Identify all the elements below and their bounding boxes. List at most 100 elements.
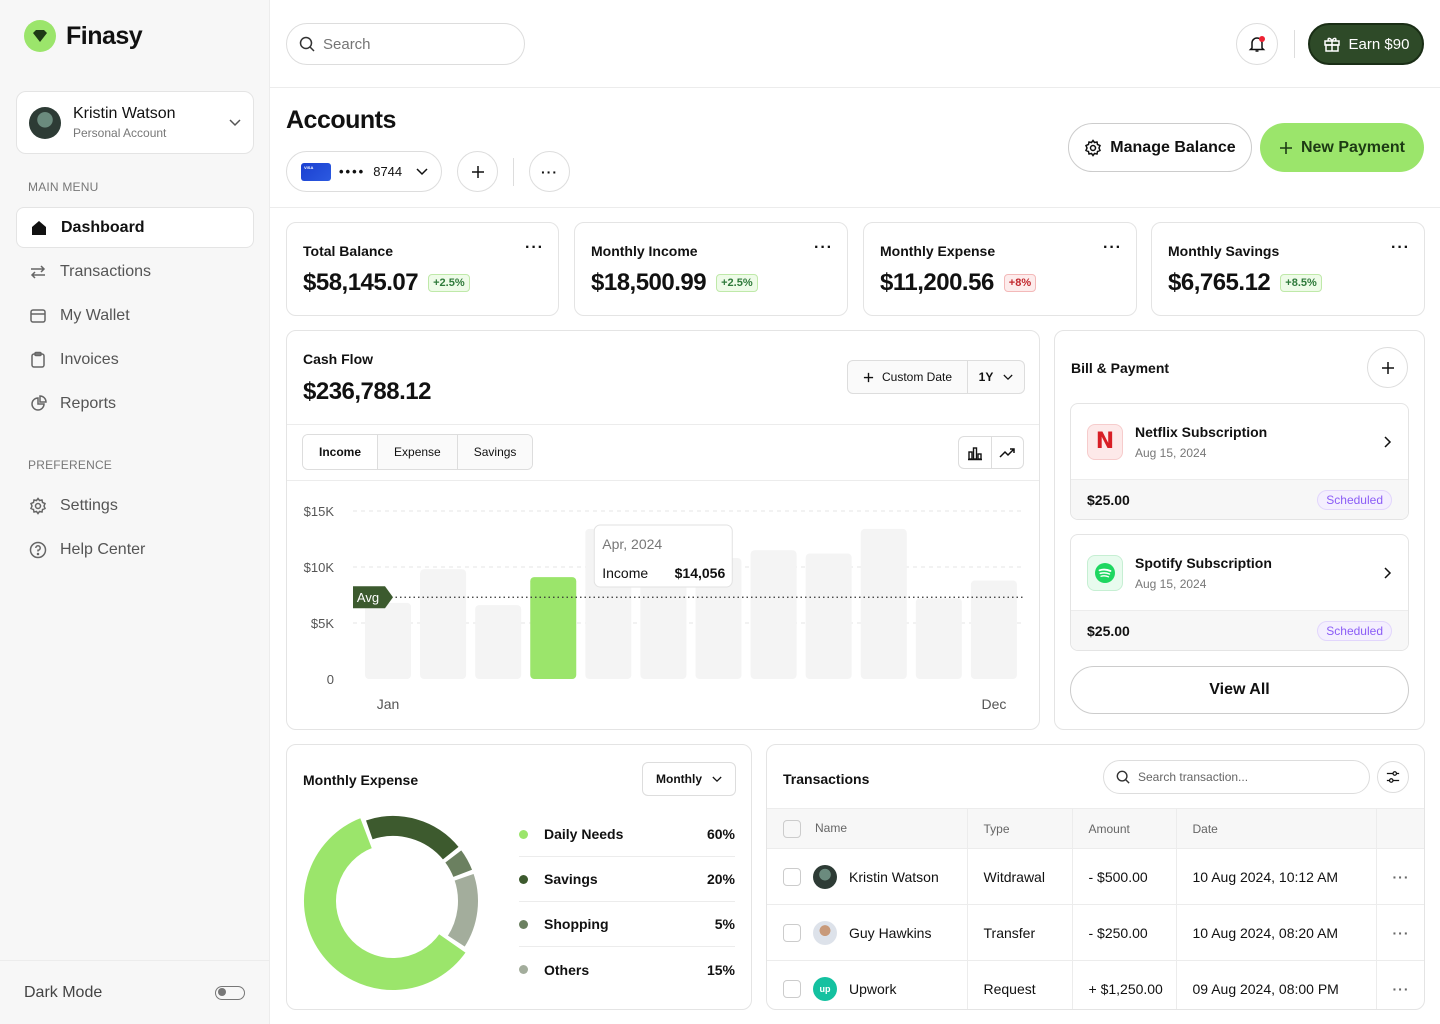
row-checkbox[interactable]	[783, 867, 801, 886]
more-icon[interactable]: ···	[525, 239, 544, 256]
sidebar-item-dashboard[interactable]: Dashboard	[16, 207, 254, 248]
x-tick-label: Jan	[377, 696, 400, 712]
table-row[interactable]: Guy Hawkins Transfer - $250.00 10 Aug 20…	[767, 904, 1424, 961]
legend-dot	[519, 829, 528, 839]
sidebar-item-invoices[interactable]: Invoices	[16, 339, 254, 380]
custom-date-button[interactable]: Custom Date	[848, 361, 968, 393]
period-select[interactable]: Monthly	[642, 762, 736, 796]
stat-label: Monthly Income	[591, 243, 698, 259]
sidebar-item-transactions[interactable]: Transactions	[16, 251, 254, 292]
main-menu-label: MAIN MENU	[28, 180, 99, 194]
sidebar-item-my-wallet[interactable]: My Wallet	[16, 295, 254, 336]
tab-savings[interactable]: Savings	[457, 435, 533, 469]
more-icon[interactable]: ···	[1392, 980, 1410, 997]
gear-icon	[28, 496, 48, 516]
chevron-right-icon	[1384, 566, 1392, 579]
search-icon	[299, 36, 315, 52]
chart-bar	[805, 553, 852, 679]
add-bill-button[interactable]	[1367, 347, 1408, 388]
notification-dot	[1259, 36, 1265, 42]
gift-icon	[1323, 37, 1340, 52]
legend-item: Savings 20%	[519, 857, 735, 902]
tx-name: Guy Hawkins	[849, 924, 932, 941]
tx-type: Transfer	[967, 904, 1073, 961]
logo[interactable]: Finasy	[24, 20, 143, 52]
more-icon[interactable]: ···	[1392, 924, 1410, 941]
y-tick-label: $10K	[304, 560, 335, 575]
y-tick-label: $15K	[304, 504, 335, 519]
logo-icon	[24, 20, 56, 52]
filter-button[interactable]	[1377, 761, 1409, 793]
cash-flow-tabs: Income Expense Savings	[302, 434, 534, 470]
new-payment-label: New Payment	[1300, 138, 1406, 156]
chart-bar	[915, 598, 962, 679]
change-badge: +8.5%	[1280, 274, 1322, 292]
sidebar-item-help-center[interactable]: Help Center	[16, 529, 254, 570]
select-all-checkbox[interactable]	[783, 819, 801, 838]
column-header-date: Date	[1176, 808, 1377, 849]
search-box[interactable]	[286, 23, 525, 65]
view-all-button[interactable]: View All	[1070, 666, 1409, 714]
change-badge: +2.5%	[428, 274, 470, 292]
avatar	[813, 920, 837, 945]
monthly-expense-panel: Monthly Expense Monthly Daily Needs 60% …	[286, 744, 752, 1010]
x-tick-label: Dec	[981, 696, 1006, 712]
bill-amount: $25.00	[1087, 492, 1130, 508]
more-options-button[interactable]: ···	[529, 151, 570, 192]
chart-bar	[695, 558, 742, 679]
row-checkbox[interactable]	[783, 979, 801, 998]
avatar	[813, 864, 837, 889]
line-chart-button[interactable]	[992, 437, 1024, 468]
sidebar-item-label: Help Center	[60, 540, 146, 558]
table-row[interactable]: up Upwork Request + $1,250.00 09 Aug 2024…	[767, 960, 1424, 1009]
more-icon[interactable]: ···	[1103, 239, 1122, 256]
legend-dot	[519, 919, 528, 929]
stat-label: Monthly Savings	[1168, 243, 1280, 259]
plus-icon	[1279, 141, 1292, 154]
dark-mode-toggle[interactable]	[215, 985, 245, 1000]
manage-balance-button[interactable]: Manage Balance	[1068, 123, 1252, 172]
chevron-right-icon	[1384, 435, 1392, 448]
donut-slice	[445, 871, 480, 949]
bill-amount: $25.00	[1087, 623, 1130, 639]
range-select[interactable]: 1Y	[968, 370, 1024, 384]
sidebar-item-reports[interactable]: Reports	[16, 383, 254, 424]
column-header-amount: Amount	[1072, 808, 1177, 849]
bill-card-spotify[interactable]: Spotify Subscription Aug 15, 2024 $25.00…	[1070, 534, 1409, 651]
tooltip-value: $14,056	[675, 565, 726, 581]
earn-button[interactable]: Earn $90	[1308, 23, 1424, 65]
page-title: Accounts	[286, 106, 396, 134]
profile-subtitle: Personal Account	[73, 126, 167, 140]
sidebar-item-label: Dashboard	[61, 218, 145, 236]
bill-card-netflix[interactable]: N Netflix Subscription Aug 15, 2024 $25.…	[1070, 403, 1409, 520]
card-selector[interactable]: •••• 8744	[286, 151, 442, 192]
tab-income[interactable]: Income	[303, 435, 379, 469]
legend-dot	[519, 874, 528, 884]
row-checkbox[interactable]	[783, 923, 801, 942]
average-tag	[353, 586, 393, 609]
tx-name: Upwork	[849, 980, 897, 997]
tab-expense[interactable]: Expense	[378, 435, 458, 469]
more-icon[interactable]: ···	[814, 239, 833, 256]
sidebar-item-settings[interactable]: Settings	[16, 485, 254, 526]
new-payment-button[interactable]: New Payment	[1260, 123, 1424, 172]
profile-switcher[interactable]: Kristin Watson Personal Account	[16, 91, 254, 154]
search-input[interactable]	[323, 35, 503, 53]
table-row[interactable]: Kristin Watson Witdrawal - $500.00 10 Au…	[767, 848, 1424, 905]
chart-bar	[860, 528, 907, 679]
app-name: Finasy	[66, 21, 143, 50]
add-card-button[interactable]	[457, 151, 498, 192]
plus-icon	[471, 165, 484, 178]
donut-slice	[442, 848, 475, 880]
sidebar: Finasy Kristin Watson Personal Account M…	[0, 0, 270, 1024]
more-icon[interactable]: ···	[1392, 868, 1410, 885]
legend-name: Shopping	[544, 916, 609, 932]
more-icon[interactable]: ···	[1391, 239, 1410, 256]
trend-up-icon	[999, 447, 1015, 458]
bar-chart-button[interactable]	[959, 437, 992, 468]
legend-name: Savings	[544, 871, 598, 887]
transaction-search[interactable]: Search transaction...	[1103, 760, 1370, 794]
notification-button[interactable]	[1236, 23, 1278, 65]
tx-amount: - $250.00	[1072, 904, 1177, 961]
range-label: 1Y	[978, 370, 994, 384]
